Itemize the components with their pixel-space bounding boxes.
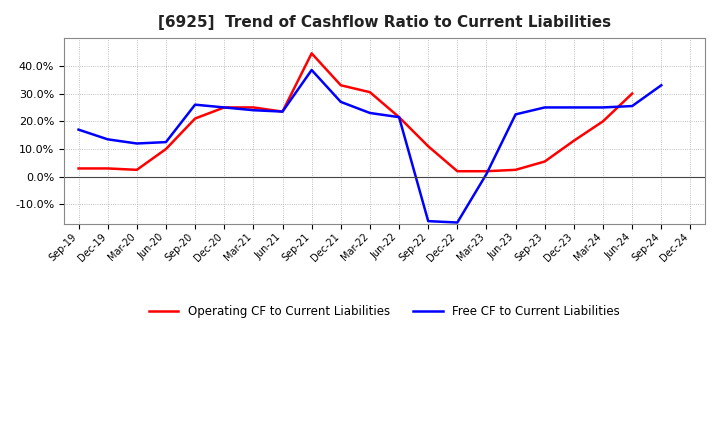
Operating CF to Current Liabilities — [191, 116, 199, 121]
Free CF to Current Liabilities — [628, 103, 636, 109]
Free CF to Current Liabilities — [395, 114, 403, 120]
Legend: Operating CF to Current Liabilities, Free CF to Current Liabilities: Operating CF to Current Liabilities, Fre… — [144, 301, 625, 323]
Free CF to Current Liabilities — [511, 112, 520, 117]
Operating CF to Current Liabilities — [161, 147, 170, 152]
Operating CF to Current Liabilities — [366, 90, 374, 95]
Free CF to Current Liabilities — [657, 83, 665, 88]
Line: Operating CF to Current Liabilities: Operating CF to Current Liabilities — [78, 53, 632, 171]
Operating CF to Current Liabilities — [278, 109, 287, 114]
Title: [6925]  Trend of Cashflow Ratio to Current Liabilities: [6925] Trend of Cashflow Ratio to Curren… — [158, 15, 611, 30]
Free CF to Current Liabilities — [366, 110, 374, 116]
Operating CF to Current Liabilities — [74, 166, 83, 171]
Free CF to Current Liabilities — [191, 102, 199, 107]
Operating CF to Current Liabilities — [628, 91, 636, 96]
Operating CF to Current Liabilities — [307, 51, 316, 56]
Free CF to Current Liabilities — [104, 137, 112, 142]
Operating CF to Current Liabilities — [104, 166, 112, 171]
Operating CF to Current Liabilities — [541, 159, 549, 164]
Free CF to Current Liabilities — [453, 220, 462, 225]
Operating CF to Current Liabilities — [336, 83, 345, 88]
Operating CF to Current Liabilities — [249, 105, 258, 110]
Operating CF to Current Liabilities — [511, 167, 520, 172]
Free CF to Current Liabilities — [132, 141, 141, 146]
Operating CF to Current Liabilities — [482, 169, 491, 174]
Free CF to Current Liabilities — [336, 99, 345, 105]
Free CF to Current Liabilities — [278, 109, 287, 114]
Operating CF to Current Liabilities — [570, 138, 578, 143]
Free CF to Current Liabilities — [599, 105, 608, 110]
Operating CF to Current Liabilities — [599, 119, 608, 124]
Operating CF to Current Liabilities — [395, 114, 403, 120]
Free CF to Current Liabilities — [161, 139, 170, 145]
Free CF to Current Liabilities — [541, 105, 549, 110]
Operating CF to Current Liabilities — [453, 169, 462, 174]
Line: Free CF to Current Liabilities: Free CF to Current Liabilities — [78, 70, 661, 223]
Free CF to Current Liabilities — [74, 127, 83, 132]
Operating CF to Current Liabilities — [424, 143, 433, 149]
Free CF to Current Liabilities — [249, 107, 258, 113]
Operating CF to Current Liabilities — [132, 167, 141, 172]
Free CF to Current Liabilities — [307, 67, 316, 73]
Free CF to Current Liabilities — [220, 105, 228, 110]
Free CF to Current Liabilities — [482, 171, 491, 176]
Free CF to Current Liabilities — [424, 219, 433, 224]
Free CF to Current Liabilities — [570, 105, 578, 110]
Operating CF to Current Liabilities — [220, 105, 228, 110]
